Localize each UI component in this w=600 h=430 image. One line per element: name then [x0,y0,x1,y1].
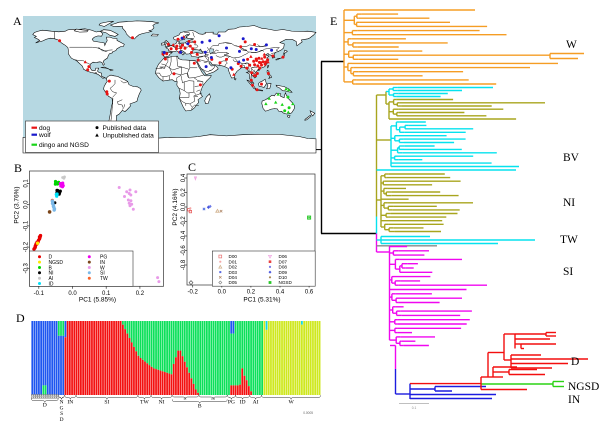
svg-text:PC2 (3.76%): PC2 (3.76%) [14,186,21,223]
svg-text:-0.1: -0.1 [24,220,30,231]
svg-text:D02: D02 [229,265,238,270]
svg-text:0.0: 0.0 [24,200,30,209]
svg-text:-0.4: -0.4 [181,230,187,241]
svg-text:D03: D03 [229,270,238,275]
svg-text:D07: D07 [279,259,288,264]
svg-text:SI: SI [104,399,109,405]
svg-text:-0.1: -0.1 [34,291,45,297]
svg-text:D08: D08 [279,265,288,270]
svg-text:-0.2: -0.2 [24,241,30,252]
svg-text:0.0: 0.0 [181,202,187,211]
svg-text:IB: IB [184,397,187,401]
svg-text:A: A [13,14,22,28]
svg-text:TW: TW [100,276,108,282]
svg-text:wolf: wolf [38,132,51,139]
svg-text:-0.8: -0.8 [181,259,187,270]
svg-text:NI: NI [563,197,575,209]
svg-text:Published data: Published data [103,125,147,132]
svg-text:SI: SI [100,271,105,277]
svg-text:D: D [43,403,47,409]
svg-text:dog: dog [39,125,50,132]
svg-text:PG: PG [100,255,107,261]
svg-text:PC2 (4.16%): PC2 (4.16%) [172,188,179,225]
svg-text:W: W [100,265,105,271]
svg-text:G: G [60,405,64,411]
svg-text:0.2: 0.2 [247,290,256,296]
svg-text:AI: AI [49,276,54,282]
svg-text:0.6: 0.6 [305,290,314,296]
svg-text:IN: IN [67,399,73,405]
svg-text:PG: PG [228,399,235,405]
svg-text:ID: ID [49,281,54,287]
svg-text:D04: D04 [229,275,238,280]
svg-text:W: W [288,399,294,405]
svg-text:0.2: 0.2 [136,291,145,297]
svg-text:0.1: 0.1 [102,291,111,297]
svg-text:CB: CB [211,397,215,401]
svg-text:B: B [14,161,22,175]
svg-text:S: S [60,411,63,417]
svg-text:0.0: 0.0 [218,290,227,296]
svg-text:NGSD: NGSD [279,280,293,285]
svg-text:-0.3: -0.3 [24,262,30,273]
svg-text:0.1: 0.1 [24,179,30,188]
svg-text:NI: NI [49,271,54,277]
svg-text:0.4: 0.4 [276,290,285,296]
svg-text:SI: SI [563,266,573,278]
svg-text:IN: IN [568,394,581,406]
svg-text:B: B [198,404,202,410]
svg-text:D01: D01 [229,259,238,264]
svg-text:TW: TW [560,234,578,246]
svg-text:NGSD: NGSD [568,381,599,393]
svg-text:B: B [49,265,53,271]
svg-text:E: E [330,14,337,28]
svg-text:D10: D10 [279,275,288,280]
svg-text:NGSD: NGSD [49,260,64,266]
svg-text:TW: TW [140,399,149,405]
svg-text:D: D [571,356,579,368]
svg-text:-0.2: -0.2 [188,290,199,296]
svg-text:D: D [60,417,64,423]
svg-text:AI: AI [253,399,259,405]
svg-text:0.0: 0.0 [68,291,77,297]
svg-text:dingo and NGSD: dingo and NGSD [39,142,89,149]
svg-text:D00: D00 [229,254,238,259]
svg-text:D: D [49,255,53,261]
svg-text:PC1 (5.31%): PC1 (5.31%) [243,297,280,304]
svg-text:IN: IN [100,260,105,266]
svg-text:D: D [16,311,25,325]
svg-text:0.2: 0.2 [181,188,187,197]
svg-text:Unpublished data: Unpublished data [103,133,155,140]
svg-text:D05: D05 [229,280,238,285]
svg-text:D06: D06 [279,254,288,259]
svg-text:0.0005: 0.0005 [303,411,313,415]
svg-text:N: N [60,399,64,405]
svg-text:W: W [566,39,577,51]
svg-text:C: C [188,160,196,174]
svg-text:0.4: 0.4 [181,173,187,182]
svg-text:NI: NI [159,399,165,405]
svg-text:-0.2: -0.2 [181,216,187,227]
svg-text:ID: ID [240,399,246,405]
svg-text:BV: BV [563,152,580,164]
svg-text:D09: D09 [279,270,288,275]
svg-text:-0.6: -0.6 [181,245,187,256]
svg-text:PC1 (5.85%): PC1 (5.85%) [79,297,116,304]
svg-text:0.1: 0.1 [412,406,417,410]
